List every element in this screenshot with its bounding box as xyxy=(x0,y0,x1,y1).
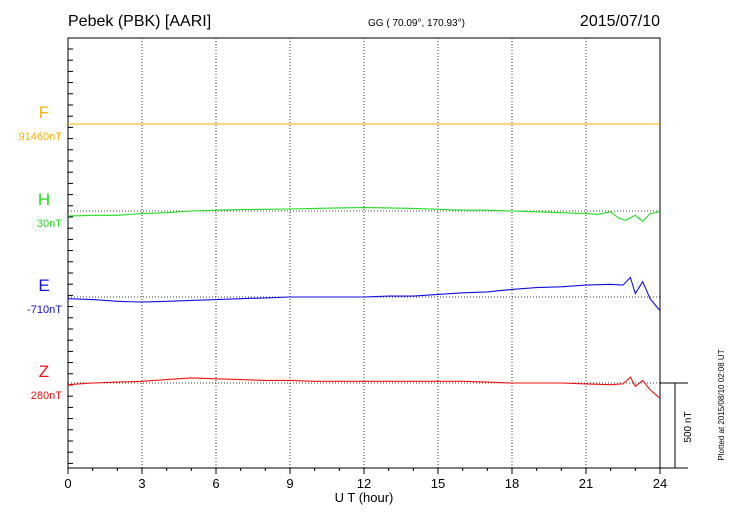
trace-E xyxy=(67,276,661,311)
trace-Z xyxy=(67,376,661,399)
plot-frame xyxy=(67,37,661,469)
component-labels: F 91460nT H 30nT E -710nT Z 280nT xyxy=(19,103,63,402)
x-tick-label-6: 6 xyxy=(212,476,219,491)
x-axis-title: U T (hour) xyxy=(335,490,394,505)
coordinates-label: GG ( 70.09°, 170.93°) xyxy=(368,18,465,29)
baseline-label-H: 30nT xyxy=(37,218,62,230)
scale-bar: 500 nT xyxy=(660,382,694,469)
vertical-gridlines xyxy=(141,38,587,468)
baseline-label-E: -710nT xyxy=(27,304,62,316)
component-label-F: F xyxy=(39,103,49,122)
scale-bar-label: 500 nT xyxy=(683,411,694,442)
left-axis-ticks xyxy=(68,48,73,464)
date-label: 2015/07/10 xyxy=(580,13,660,30)
component-label-E: E xyxy=(38,276,49,295)
component-traces xyxy=(67,123,661,399)
x-axis: 0 3 6 9 12 15 18 21 24 xyxy=(64,468,667,491)
component-label-H: H xyxy=(38,190,50,209)
x-tick-label-18: 18 xyxy=(505,476,519,491)
baseline-label-F: 91460nT xyxy=(19,131,63,143)
x-tick-label-12: 12 xyxy=(357,476,371,491)
plotted-timestamp: Plotted at 2015/08/10 02:08 UT xyxy=(717,349,726,460)
x-tick-label-15: 15 xyxy=(431,476,445,491)
x-tick-label-3: 3 xyxy=(138,476,145,491)
x-tick-label-0: 0 xyxy=(64,476,71,491)
x-tick-label-21: 21 xyxy=(579,476,593,491)
x-tick-label-9: 9 xyxy=(286,476,293,491)
baseline-label-Z: 280nT xyxy=(31,390,62,402)
component-label-Z: Z xyxy=(39,362,49,381)
station-title: Pebek (PBK) [AARI] xyxy=(68,13,211,30)
x-tick-label-24: 24 xyxy=(653,476,667,491)
trace-H xyxy=(67,207,661,222)
